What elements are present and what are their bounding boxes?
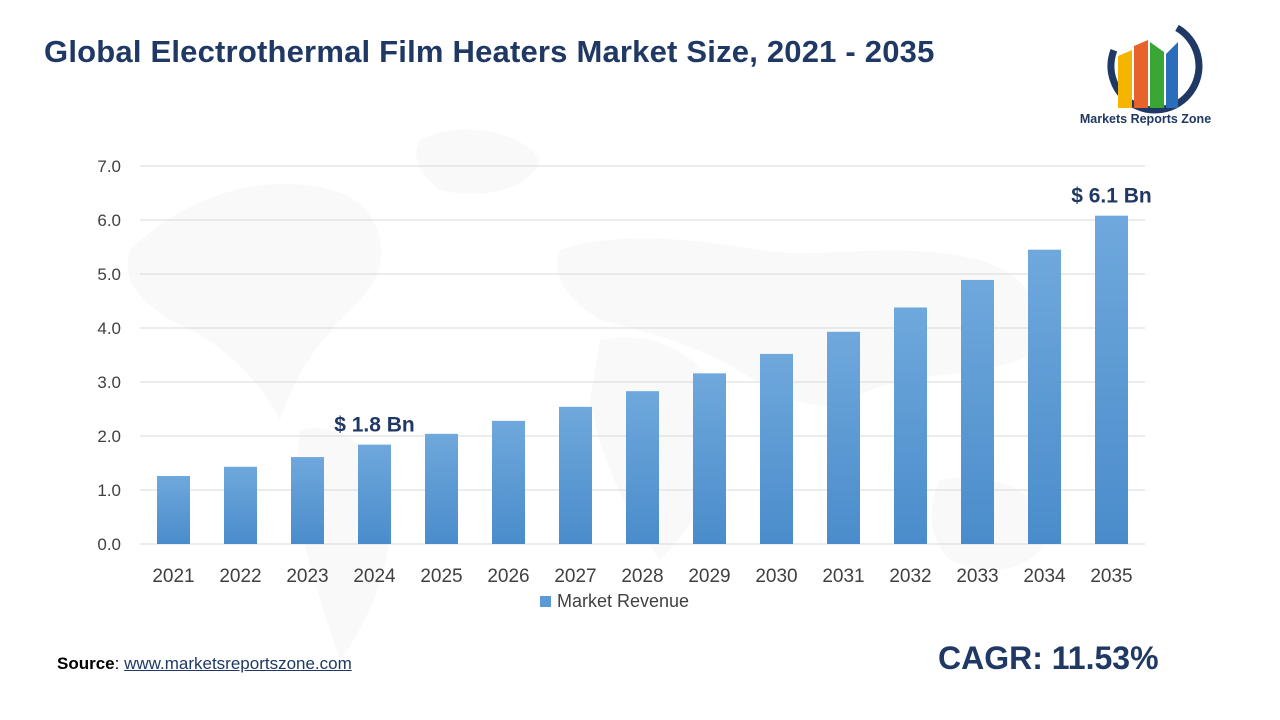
x-tick-label: 2032 [889,566,931,587]
x-tick-label: 2023 [286,566,328,587]
y-tick-label: 3.0 [97,373,121,392]
x-tick-label: 2028 [621,566,663,587]
cagr-value: CAGR: 11.53% [938,640,1159,676]
x-tick-label: 2034 [1023,566,1066,587]
y-tick-label: 0.0 [97,535,121,554]
bar-2024 [358,444,391,544]
x-tick-label: 2027 [554,566,596,587]
x-tick-label: 2025 [420,566,462,587]
bar-2032 [894,307,927,544]
chart-title: Global Electrothermal Film Heaters Marke… [44,34,935,69]
source-label: Source [57,654,115,673]
bar-2023 [291,457,324,544]
y-tick-label: 7.0 [97,157,121,176]
x-tick-label: 2030 [755,566,797,587]
bar-2029 [693,373,726,544]
bar-2030 [760,353,793,544]
logo: Markets Reports Zone [1068,16,1228,131]
bar-2033 [961,279,994,544]
legend: Market Revenue [540,591,689,612]
map-landmass [416,129,540,194]
source-note: Source: www.marketsreportszone.com [57,654,352,674]
x-tick-label: 2022 [219,566,261,587]
y-tick-label: 1.0 [97,481,121,500]
map-landmass [127,183,382,420]
bar-2022 [224,466,257,544]
x-tick-label: 2029 [688,566,730,587]
y-tick-label: 4.0 [97,319,121,338]
bar-2034 [1028,249,1061,544]
x-tick-label: 2024 [353,566,396,587]
bar-2028 [626,391,659,544]
x-tick-label: 2033 [956,566,998,587]
bar-2031 [827,331,860,544]
source-link[interactable]: www.marketsreportszone.com [124,654,352,673]
bar-2027 [559,406,592,544]
y-tick-label: 6.0 [97,211,121,230]
x-tick-label: 2031 [822,566,864,587]
bar-2035 [1095,215,1128,544]
y-tick-label: 2.0 [97,427,121,446]
bar-2021 [157,475,190,544]
data-label-2035: $ 6.1 Bn [1071,185,1152,208]
y-tick-label: 5.0 [97,265,121,284]
bar-2026 [492,420,525,544]
legend-swatch [540,596,551,607]
logo-text: Markets Reports Zone [1079,112,1212,126]
legend-label: Market Revenue [557,591,690,611]
x-tick-label: 2021 [152,566,194,587]
data-label-2024: $ 1.8 Bn [334,414,415,437]
logo-icon [1107,18,1203,114]
x-tick-label: 2035 [1090,566,1132,587]
source-separator: : [114,654,125,673]
bar-2025 [425,433,458,544]
x-tick-label: 2026 [487,566,529,587]
